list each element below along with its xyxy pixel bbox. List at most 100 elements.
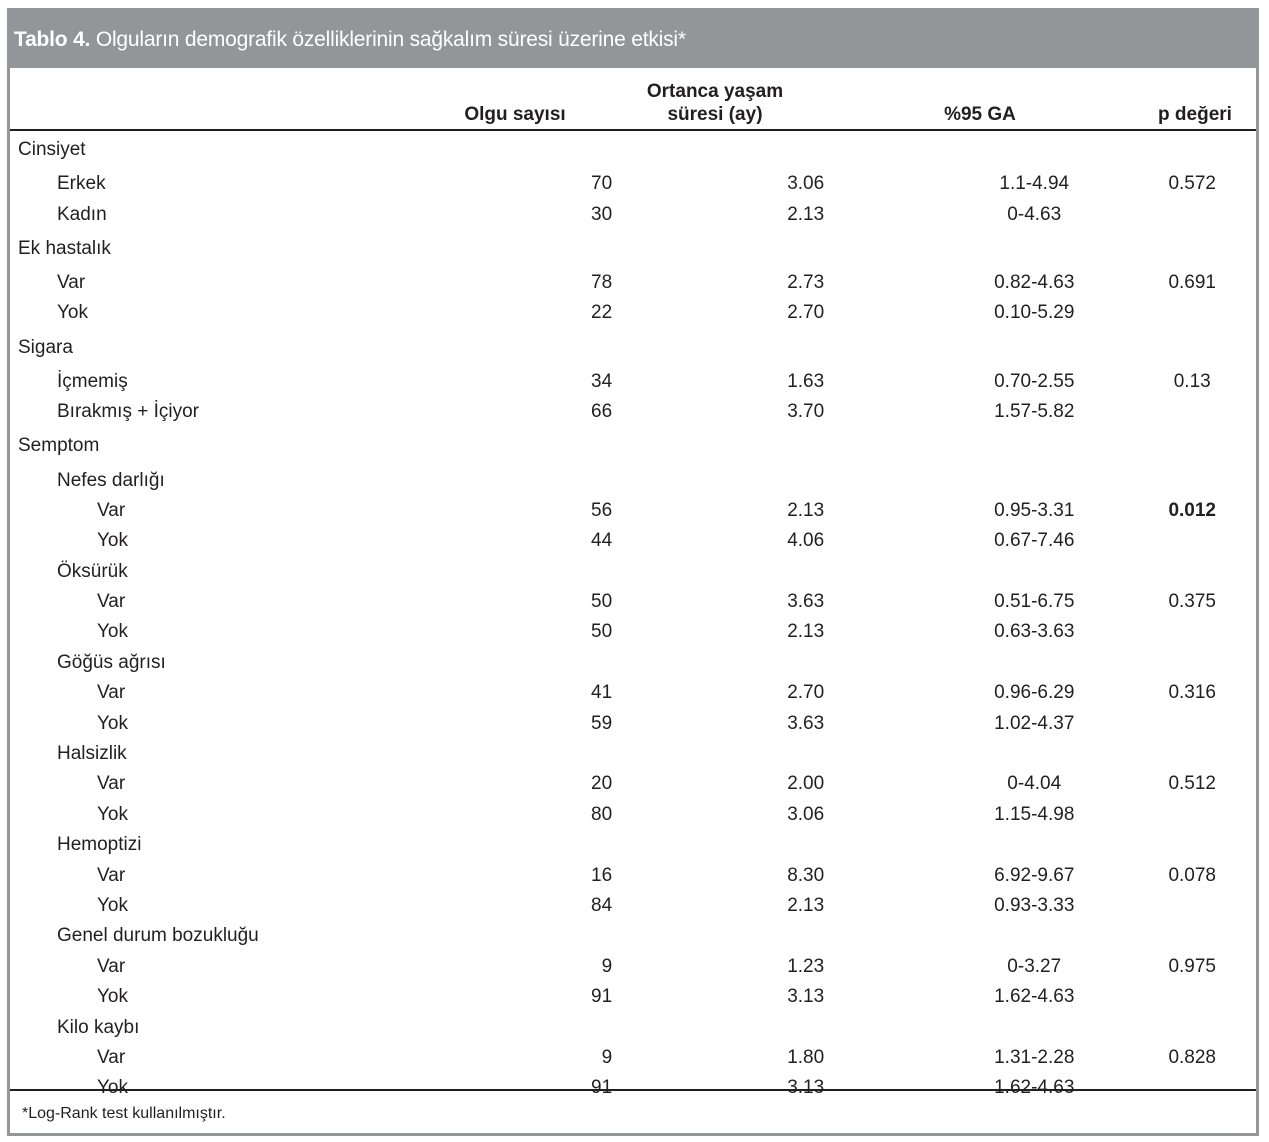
spacer (612, 367, 711, 397)
count-cell: 22 (591, 302, 613, 324)
ci-cell: 0.63-3.63 (994, 621, 1075, 643)
median-cell: 3.63 (787, 591, 825, 613)
table-row: Ek hastalık (10, 230, 1256, 268)
p-value-cell (1168, 427, 1256, 465)
table-caption: Olguların demografik özelliklerinin sağk… (90, 28, 686, 51)
count-cell: 50 (591, 591, 613, 613)
count-cell (535, 329, 613, 367)
p-value-cell (1168, 329, 1256, 367)
median-cell (711, 230, 900, 268)
ci-cell (900, 830, 1168, 860)
median-cell (711, 465, 900, 495)
table-row: Var 9 1.23 0-3.27 0.975 (10, 952, 1256, 982)
median-cell: 2.73 (787, 271, 825, 293)
ci-cell (900, 921, 1168, 951)
table-header: Olgu sayısı Ortanca yaşam süresi (ay) %9… (10, 68, 1256, 131)
count-cell: 20 (591, 773, 613, 795)
p-value-cell (1168, 982, 1256, 1012)
row-label: Sigara (18, 336, 73, 358)
median-cell: 8.30 (787, 864, 825, 886)
row-label: Nefes darlığı (57, 469, 165, 491)
p-value-cell (1168, 465, 1256, 495)
median-cell (711, 830, 900, 860)
p-value-cell (1168, 557, 1256, 587)
ci-cell: 1.57-5.82 (994, 401, 1075, 423)
median-cell (711, 648, 900, 678)
count-cell: 91 (591, 1077, 613, 1099)
spacer (612, 131, 711, 169)
col-header-p: p değeri (1158, 104, 1232, 125)
row-label: Genel durum bozukluğu (57, 925, 259, 947)
table-row: Nefes darlığı (10, 465, 1256, 495)
ci-cell: 0.10-5.29 (994, 302, 1075, 324)
p-value-cell: 0.078 (1168, 864, 1216, 886)
median-cell: 2.13 (787, 895, 825, 916)
row-label: Yok (97, 621, 128, 643)
table-row: Var 56 2.13 0.95-3.31 0.012 (10, 496, 1256, 526)
count-cell: 84 (591, 895, 613, 916)
median-cell (711, 557, 900, 587)
median-cell: 2.00 (787, 773, 825, 795)
spacer (612, 397, 711, 427)
ci-cell: 6.92-9.67 (994, 864, 1075, 886)
count-cell: 80 (591, 803, 613, 825)
count-cell (535, 131, 613, 169)
row-label: Hemoptizi (57, 834, 142, 856)
count-cell: 78 (591, 271, 613, 293)
p-value-cell (1168, 526, 1256, 556)
ci-cell (900, 230, 1168, 268)
spacer (612, 465, 711, 495)
median-cell: 4.06 (787, 530, 825, 552)
median-cell (711, 739, 900, 769)
ci-cell: 0.95-3.31 (994, 499, 1075, 521)
count-cell (535, 921, 613, 951)
p-value-cell (1168, 921, 1256, 951)
spacer (612, 708, 711, 738)
ci-cell (900, 557, 1168, 587)
median-cell: 3.06 (787, 173, 825, 195)
ci-cell: 1.62-4.63 (994, 986, 1075, 1008)
p-value-cell: 0.13 (1173, 370, 1211, 392)
row-label: Var (97, 955, 126, 977)
count-cell (535, 230, 613, 268)
count-cell: 9 (601, 1046, 613, 1068)
ci-cell (900, 648, 1168, 678)
table-row: Yok 22 2.70 0.10-5.29 (10, 298, 1256, 328)
p-value-cell (1168, 648, 1256, 678)
count-cell: 9 (601, 955, 613, 977)
spacer (612, 268, 711, 298)
ci-cell: 1.15-4.98 (994, 803, 1075, 825)
spacer (612, 526, 711, 556)
spacer (612, 891, 711, 921)
median-cell: 2.70 (787, 302, 825, 324)
ci-cell: 0-4.04 (1007, 773, 1062, 795)
table-row: Yok 91 3.13 1.62-4.63 (10, 982, 1256, 1012)
table-row: Var 78 2.73 0.82-4.63 0.691 (10, 268, 1256, 298)
ci-cell: 0-3.27 (1007, 955, 1062, 977)
p-value-cell (1168, 708, 1256, 738)
row-label: Var (97, 591, 126, 613)
table-frame: Tablo 4. Olguların demografik özellikler… (7, 8, 1259, 1136)
p-value-cell: 0.512 (1168, 773, 1216, 795)
row-label: Yok (97, 712, 128, 734)
table-row: Kadın 30 2.13 0-4.63 (10, 199, 1256, 229)
ci-cell (900, 1012, 1168, 1042)
count-cell: 30 (591, 203, 613, 225)
table-row: Semptom (10, 427, 1256, 465)
count-cell: 59 (591, 712, 613, 734)
ci-cell: 0.51-6.75 (994, 591, 1075, 613)
table-row: Yok 80 3.06 1.15-4.98 (10, 800, 1256, 830)
p-value-cell: 0.975 (1168, 955, 1216, 977)
median-cell: 2.13 (787, 499, 825, 521)
ci-cell: 1.31-2.28 (994, 1046, 1075, 1068)
count-cell: 70 (591, 173, 613, 195)
spacer (612, 982, 711, 1012)
row-label: Var (97, 773, 126, 795)
count-cell: 56 (591, 499, 613, 521)
ci-cell: 0.93-3.33 (994, 895, 1075, 916)
spacer (612, 427, 711, 465)
count-cell: 91 (591, 986, 613, 1008)
row-label: Var (97, 499, 126, 521)
data-table: Cinsiyet Erkek 70 3.06 1.1-4.94 0.572 Kadın 30 2… (10, 131, 1256, 1104)
median-cell: 3.13 (787, 1077, 825, 1099)
